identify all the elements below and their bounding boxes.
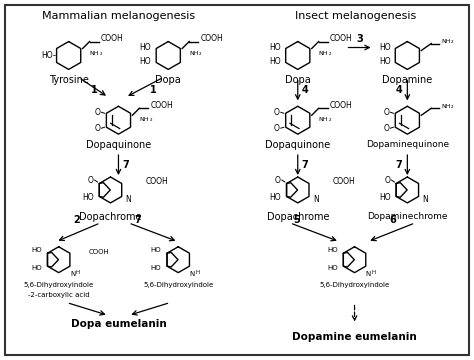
Text: 1: 1 — [150, 85, 156, 95]
Text: N: N — [126, 195, 131, 204]
Text: ₂: ₂ — [100, 50, 102, 55]
Text: O: O — [274, 124, 280, 133]
Text: 4: 4 — [302, 85, 309, 95]
Text: HO: HO — [379, 57, 391, 66]
Text: HO: HO — [379, 193, 391, 202]
Text: Dopachrome: Dopachrome — [266, 212, 329, 222]
Text: HO: HO — [151, 265, 161, 271]
Text: COOH: COOH — [146, 177, 168, 186]
Text: COOH: COOH — [200, 34, 223, 43]
Text: H: H — [76, 270, 80, 275]
Text: O: O — [275, 176, 281, 185]
Text: O: O — [383, 124, 390, 133]
Text: HO: HO — [379, 43, 391, 52]
Text: HO: HO — [327, 247, 337, 253]
Text: Mammalian melanogenesis: Mammalian melanogenesis — [42, 11, 195, 21]
Text: COOH: COOH — [89, 249, 109, 255]
Text: Dopamine eumelanin: Dopamine eumelanin — [292, 332, 417, 342]
Text: O: O — [88, 176, 93, 185]
Text: ₂: ₂ — [451, 39, 454, 44]
Text: HO: HO — [82, 193, 93, 202]
Text: HO: HO — [140, 43, 151, 52]
Text: O: O — [274, 108, 280, 117]
Text: N: N — [70, 271, 75, 276]
Text: H: H — [195, 270, 199, 275]
Text: Dopamine: Dopamine — [382, 75, 432, 85]
Text: Dopaquinone: Dopaquinone — [86, 140, 151, 150]
Text: HO: HO — [31, 247, 42, 253]
Text: 1: 1 — [91, 85, 97, 95]
Text: Dopa: Dopa — [155, 75, 181, 85]
Text: COOH: COOH — [329, 34, 352, 43]
Text: ₂: ₂ — [199, 50, 201, 55]
Text: COOH: COOH — [329, 101, 352, 110]
Text: COOH: COOH — [150, 101, 173, 110]
Text: COOH: COOH — [100, 34, 123, 43]
Text: O: O — [95, 108, 100, 117]
Text: NH: NH — [319, 50, 328, 55]
Text: 5: 5 — [293, 215, 300, 225]
Text: 7: 7 — [134, 216, 141, 225]
Text: 7: 7 — [396, 160, 402, 170]
Text: Dopachrome: Dopachrome — [79, 212, 142, 222]
Text: NH: NH — [319, 117, 328, 122]
Text: ₂: ₂ — [328, 50, 331, 55]
Text: H: H — [372, 270, 375, 275]
Text: N: N — [190, 271, 195, 276]
Text: 5,6-Dihydroxyindole: 5,6-Dihydroxyindole — [24, 282, 94, 288]
Text: N: N — [422, 195, 428, 204]
Text: 3: 3 — [356, 33, 363, 44]
Text: ₂: ₂ — [328, 117, 331, 122]
Text: Dopaminechrome: Dopaminechrome — [367, 212, 447, 221]
Text: 4: 4 — [396, 85, 402, 95]
Text: O: O — [384, 176, 391, 185]
Text: N: N — [313, 195, 319, 204]
Text: Dopaminequinone: Dopaminequinone — [366, 140, 449, 149]
Text: HO: HO — [269, 43, 281, 52]
Text: 2: 2 — [73, 216, 80, 225]
Text: NH: NH — [139, 117, 149, 122]
Text: HO: HO — [151, 247, 161, 253]
Text: HO: HO — [269, 193, 281, 202]
Text: NH: NH — [441, 39, 451, 44]
Text: Tyrosine: Tyrosine — [49, 75, 89, 85]
Text: NH: NH — [189, 50, 199, 55]
Text: O: O — [383, 108, 390, 117]
Text: ₂: ₂ — [451, 104, 454, 109]
Text: HO: HO — [140, 57, 151, 66]
Text: Dopa: Dopa — [285, 75, 310, 85]
Text: 7: 7 — [122, 160, 129, 170]
Text: 7: 7 — [302, 160, 309, 170]
Text: HO: HO — [31, 265, 42, 271]
Text: -2-carboxylic acid: -2-carboxylic acid — [28, 292, 90, 298]
Text: O: O — [95, 124, 100, 133]
Text: ₂: ₂ — [149, 117, 152, 122]
Text: Dopaquinone: Dopaquinone — [265, 140, 330, 150]
Text: HO: HO — [41, 51, 53, 60]
Text: NH: NH — [441, 104, 451, 109]
Text: 6: 6 — [389, 215, 396, 225]
Text: Dopa eumelanin: Dopa eumelanin — [71, 319, 166, 329]
Text: 5,6-Dihydroxyindole: 5,6-Dihydroxyindole — [143, 282, 213, 288]
Text: 5,6-Dihydroxyindole: 5,6-Dihydroxyindole — [319, 282, 390, 288]
Text: COOH: COOH — [333, 177, 356, 186]
Text: NH: NH — [90, 50, 99, 55]
Text: HO: HO — [327, 265, 337, 271]
Text: Insect melanogenesis: Insect melanogenesis — [295, 11, 416, 21]
Text: HO: HO — [269, 57, 281, 66]
Text: N: N — [366, 271, 371, 276]
